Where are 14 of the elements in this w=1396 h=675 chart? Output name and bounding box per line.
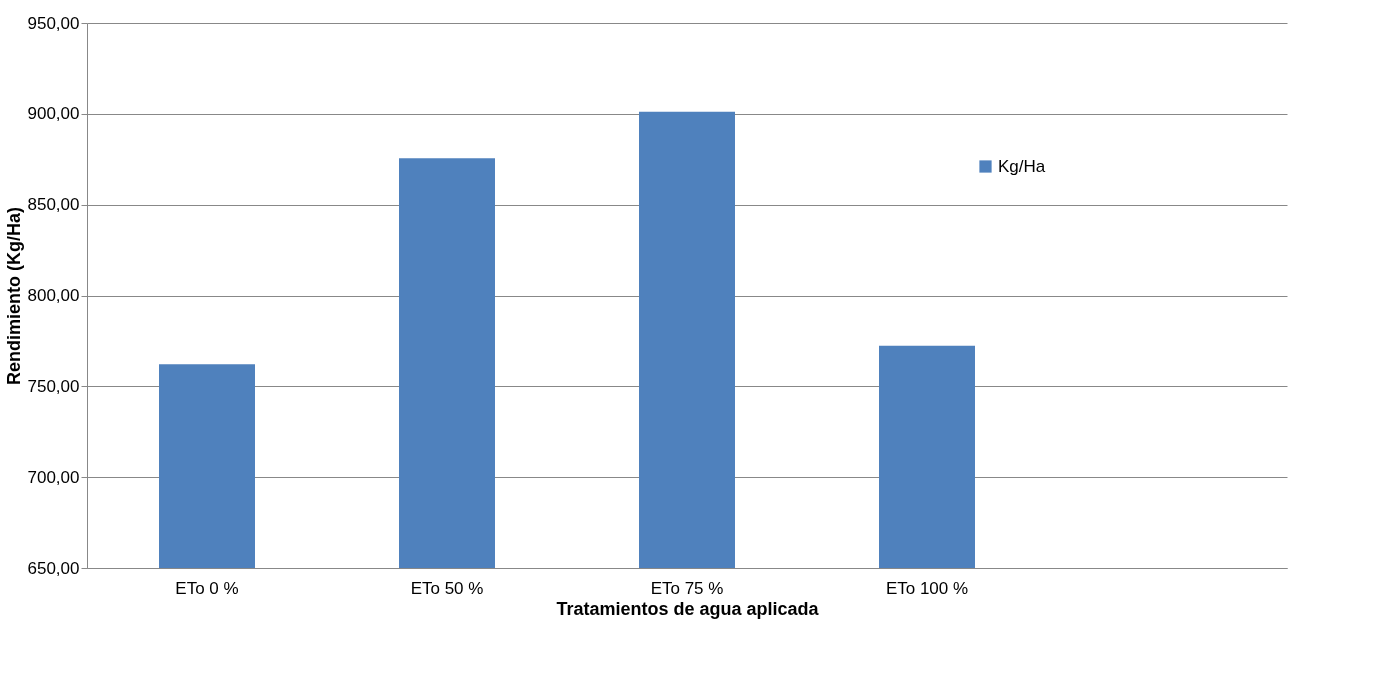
y-tick-label: 950,00	[27, 13, 80, 33]
y-axis-title: Rendimiento (Kg/Ha)	[3, 207, 24, 385]
y-tick-label: 700,00	[27, 467, 80, 487]
y-tick-label: 850,00	[27, 195, 80, 215]
y-tick-label: 900,00	[27, 104, 80, 124]
x-tick-label: ETo 50 %	[410, 578, 484, 598]
y-tick-label: 750,00	[27, 376, 80, 396]
y-tick-label: 800,00	[27, 286, 80, 305]
x-tick-label: ETo 75 %	[650, 578, 724, 598]
legend-label: Kg/Ha	[998, 156, 1046, 176]
x-axis-title: Tratamientos de agua aplicada	[556, 598, 820, 619]
y-tick-label: 650,00	[27, 558, 80, 578]
x-tick-label: ETo 0 %	[175, 578, 239, 598]
x-tick-label: ETo 100 %	[885, 578, 969, 598]
